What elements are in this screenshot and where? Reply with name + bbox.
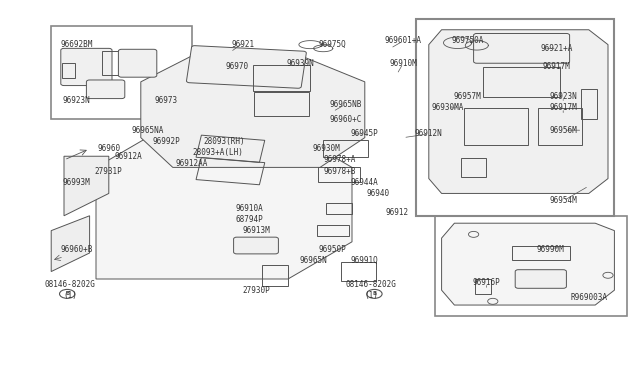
Text: 96965NB: 96965NB bbox=[330, 100, 362, 109]
Text: 96917M: 96917M bbox=[543, 62, 571, 71]
Text: 96978+B: 96978+B bbox=[323, 167, 355, 176]
Polygon shape bbox=[64, 156, 109, 216]
Bar bbox=[255, 92, 309, 116]
FancyBboxPatch shape bbox=[86, 80, 125, 99]
Text: 96992P: 96992P bbox=[152, 137, 180, 146]
Text: 96939N: 96939N bbox=[287, 59, 315, 68]
Text: 28093(RH): 28093(RH) bbox=[203, 137, 245, 146]
Text: 27930P: 27930P bbox=[242, 286, 270, 295]
Text: 96912N: 96912N bbox=[415, 129, 443, 138]
Text: 96912A: 96912A bbox=[114, 152, 142, 161]
Text: 96973: 96973 bbox=[155, 96, 178, 105]
Text: 96921: 96921 bbox=[232, 40, 255, 49]
Text: 28093+A(LH): 28093+A(LH) bbox=[192, 148, 243, 157]
Bar bbox=[464, 108, 528, 145]
Text: 96965NA: 96965NA bbox=[131, 126, 163, 135]
Polygon shape bbox=[51, 216, 90, 272]
Bar bbox=[416, 19, 614, 216]
Text: 96993M: 96993M bbox=[63, 178, 91, 187]
Text: B: B bbox=[372, 291, 376, 296]
Text: 96960: 96960 bbox=[97, 144, 120, 153]
Bar bbox=[341, 262, 376, 281]
Text: 68794P: 68794P bbox=[236, 215, 264, 224]
Polygon shape bbox=[141, 56, 365, 167]
FancyBboxPatch shape bbox=[234, 237, 278, 254]
Text: 96944A: 96944A bbox=[351, 178, 379, 187]
Text: 96965N: 96965N bbox=[300, 256, 328, 265]
FancyBboxPatch shape bbox=[61, 48, 112, 86]
Text: 96975Q: 96975Q bbox=[319, 40, 347, 49]
Bar bbox=[62, 63, 75, 78]
Bar bbox=[326, 203, 352, 214]
Text: 96956M: 96956M bbox=[549, 126, 577, 135]
Bar bbox=[51, 26, 192, 119]
Text: 96991Q: 96991Q bbox=[351, 256, 379, 265]
Text: 08146-8202G
(1): 08146-8202G (1) bbox=[346, 280, 397, 300]
Text: 96913M: 96913M bbox=[242, 226, 270, 235]
Text: 96940: 96940 bbox=[366, 189, 389, 198]
Text: 96910M: 96910M bbox=[389, 59, 417, 68]
Text: 969750A: 969750A bbox=[451, 36, 483, 45]
Polygon shape bbox=[429, 30, 608, 193]
Text: 96950P: 96950P bbox=[319, 245, 347, 254]
Text: B: B bbox=[65, 291, 69, 296]
Text: 96692BM: 96692BM bbox=[61, 40, 93, 49]
Bar bbox=[102, 51, 122, 75]
Text: 96945P: 96945P bbox=[351, 129, 379, 138]
Text: 96912AA: 96912AA bbox=[176, 159, 208, 168]
Text: R969003A: R969003A bbox=[570, 293, 607, 302]
Bar bbox=[483, 67, 560, 97]
Bar bbox=[323, 140, 368, 157]
Text: 08146-8202G
(1): 08146-8202G (1) bbox=[45, 280, 96, 300]
Bar bbox=[538, 108, 582, 145]
Bar bbox=[581, 89, 597, 119]
Bar bbox=[461, 158, 486, 177]
Bar bbox=[476, 279, 492, 294]
Bar bbox=[262, 265, 288, 286]
Bar bbox=[435, 216, 627, 316]
Text: 96930MA: 96930MA bbox=[432, 103, 464, 112]
Bar bbox=[196, 135, 265, 163]
FancyBboxPatch shape bbox=[118, 49, 157, 77]
Polygon shape bbox=[96, 130, 352, 279]
Bar bbox=[253, 65, 310, 91]
Text: 96960+C: 96960+C bbox=[330, 115, 362, 124]
FancyBboxPatch shape bbox=[515, 270, 566, 288]
Text: 96923N: 96923N bbox=[549, 92, 577, 101]
Text: 96921+A: 96921+A bbox=[541, 44, 573, 53]
Text: 96960+B: 96960+B bbox=[61, 245, 93, 254]
Bar bbox=[319, 167, 360, 182]
Text: 96916P: 96916P bbox=[472, 278, 500, 287]
Bar bbox=[196, 157, 265, 185]
Text: 96912: 96912 bbox=[385, 208, 408, 217]
Bar bbox=[512, 246, 570, 260]
FancyBboxPatch shape bbox=[186, 46, 307, 88]
Text: 96990M: 96990M bbox=[536, 245, 564, 254]
FancyBboxPatch shape bbox=[474, 33, 570, 63]
Text: 27931P: 27931P bbox=[95, 167, 123, 176]
Text: 96954M: 96954M bbox=[549, 196, 577, 205]
Text: 96923N: 96923N bbox=[63, 96, 91, 105]
Text: 96930M: 96930M bbox=[312, 144, 340, 153]
Text: 969601+A: 969601+A bbox=[385, 36, 422, 45]
Text: 96978+A: 96978+A bbox=[323, 155, 355, 164]
Bar bbox=[317, 225, 349, 236]
Text: 96957M: 96957M bbox=[453, 92, 481, 101]
Text: 96917M: 96917M bbox=[549, 103, 577, 112]
Polygon shape bbox=[442, 223, 614, 305]
Text: 96970: 96970 bbox=[225, 62, 248, 71]
Text: 96910A: 96910A bbox=[236, 204, 264, 213]
